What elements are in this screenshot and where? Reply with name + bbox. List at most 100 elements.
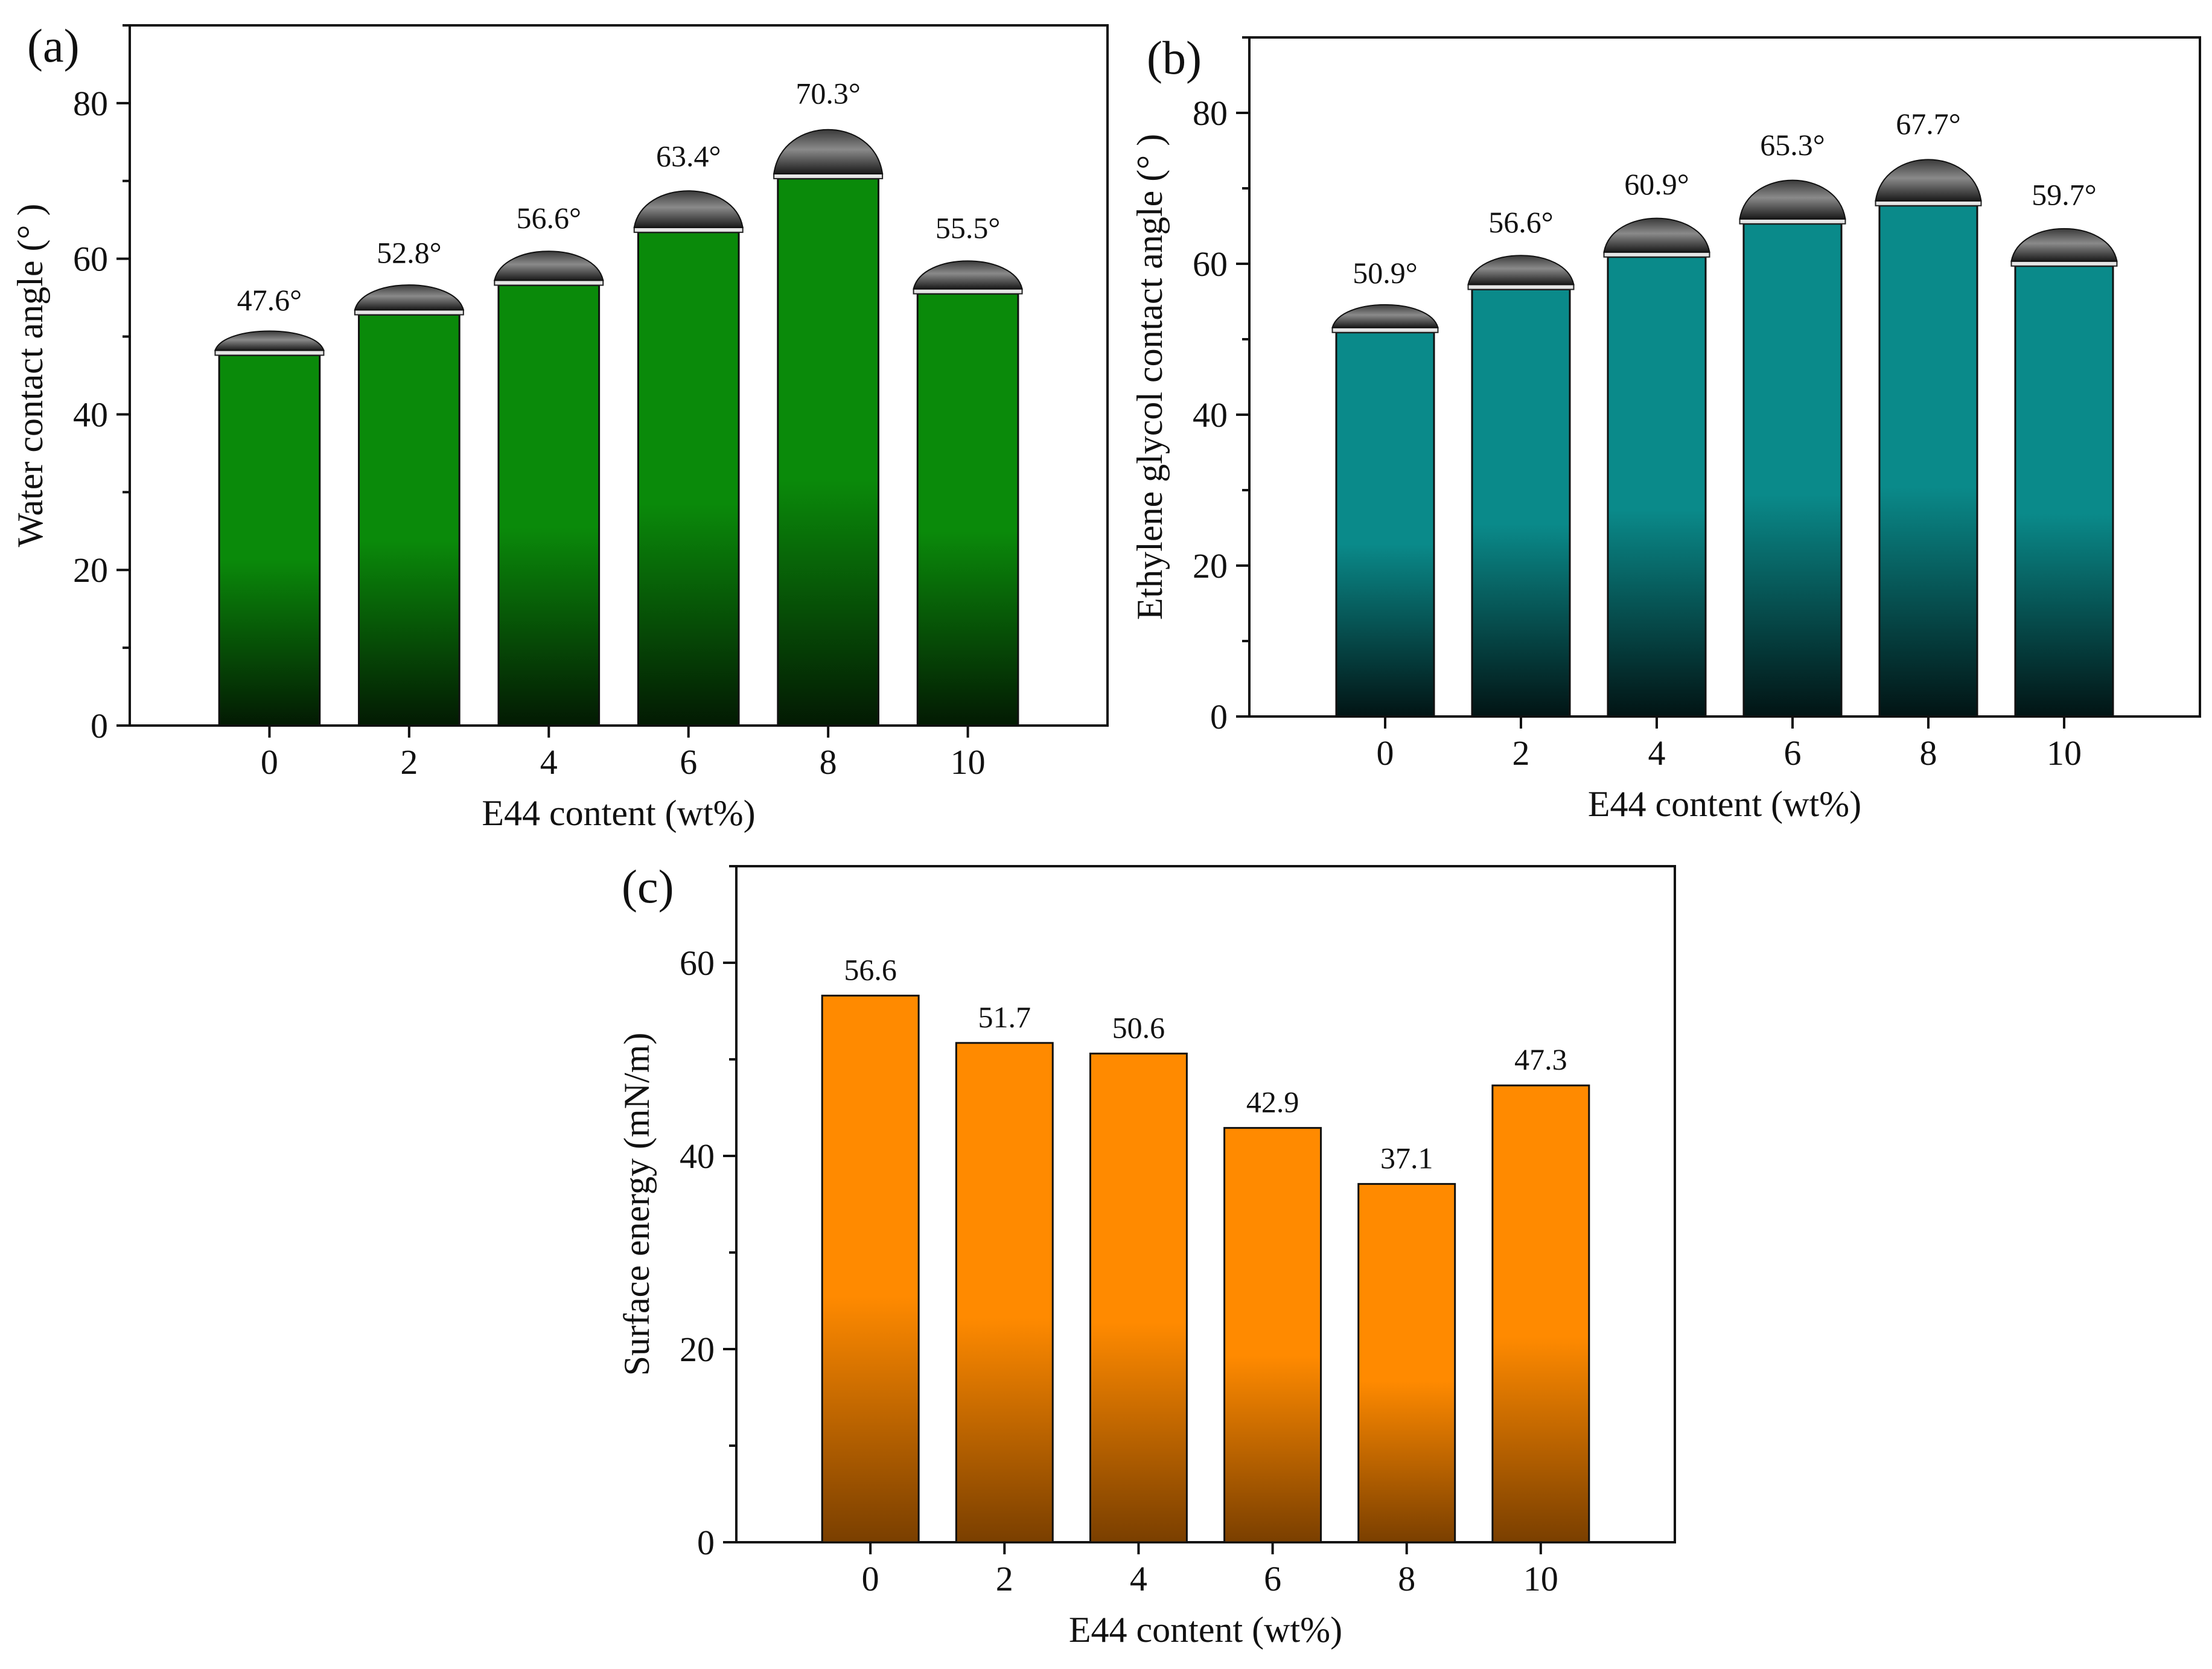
bar	[637, 231, 740, 727]
data-label: 60.9°	[1624, 167, 1689, 201]
bar	[916, 293, 1019, 727]
droplet-image	[1467, 255, 1575, 286]
y-axis-ticks: 0 20 40 60 80	[1193, 36, 1249, 736]
droplet-image	[633, 190, 744, 228]
bar	[497, 284, 601, 727]
bar	[358, 313, 461, 727]
y-tick-label: 20	[680, 1330, 715, 1369]
panel-label: (b)	[1147, 31, 1202, 84]
droplet-image	[773, 129, 884, 174]
x-tick-label: 4	[540, 742, 558, 782]
data-label: 65.3°	[1760, 128, 1825, 162]
plot-frame	[1248, 36, 2201, 718]
droplet-image	[2010, 228, 2118, 262]
y-tick-label: 40	[1193, 395, 1228, 435]
substrate-line	[1875, 200, 1982, 206]
data-label: 59.7°	[2032, 177, 2097, 211]
x-tick-label: 6	[1784, 733, 1802, 773]
data-label: 50.9°	[1353, 256, 1418, 290]
droplet-image	[1739, 179, 1846, 220]
bars: 0 50.9° 2 56.6° 4 60.9° 6 65.3° 8 67.7° 10 59.7°	[1331, 107, 2118, 773]
x-axis-title: E44 content (wt%)	[482, 793, 755, 833]
data-label: 70.3°	[795, 76, 861, 110]
panel-b: (b) E44 content (wt%) Ethylene glycol co…	[1130, 31, 2201, 824]
substrate-line	[214, 349, 325, 356]
data-label: 56.6°	[517, 201, 582, 235]
panel-a: (a) E44 content (wt%) Water contact angl…	[10, 19, 1109, 833]
plot-frame	[129, 24, 1109, 727]
x-tick-label: 8	[1920, 733, 1937, 773]
data-label: 67.7°	[1896, 107, 1961, 141]
x-tick-label: 10	[1523, 1559, 1558, 1598]
substrate-line	[354, 309, 464, 316]
y-tick-label: 60	[680, 943, 715, 983]
x-tick-label: 2	[1512, 733, 1530, 773]
bar	[1878, 205, 1978, 718]
x-tick-label: 6	[680, 742, 697, 782]
droplet-image	[1603, 217, 1710, 253]
data-label: 51.7	[978, 1000, 1031, 1034]
droplet-image	[494, 251, 604, 281]
data-label: 47.3	[1514, 1042, 1567, 1076]
y-tick-label: 60	[73, 240, 108, 279]
x-tick-label: 10	[2047, 733, 2082, 773]
x-tick-label: 2	[400, 742, 418, 782]
plot-frame	[735, 865, 1676, 1543]
x-tick-label: 2	[996, 1559, 1013, 1598]
substrate-line	[1603, 251, 1710, 258]
y-axis-title: Ethylene glycol contact angle (° )	[1130, 134, 1170, 620]
substrate-line	[494, 279, 604, 286]
data-label: 56.6	[844, 953, 897, 986]
bar	[1357, 1182, 1456, 1543]
droplet-image	[1331, 304, 1439, 328]
data-label: 42.9	[1246, 1085, 1299, 1119]
y-tick-label: 80	[1193, 94, 1228, 133]
bar	[777, 177, 879, 727]
y-tick-label: 80	[73, 84, 108, 123]
panel-c: (c) E44 content (wt%) Surface energy (mN…	[617, 860, 1676, 1650]
data-label: 55.5°	[935, 211, 1001, 245]
substrate-line	[1467, 284, 1575, 290]
bar	[1223, 1127, 1322, 1543]
bars: 0 56.6 2 51.7 4 50.6 6 42.9 8 37.1 10 47.3	[821, 953, 1590, 1598]
data-label: 37.1	[1380, 1141, 1433, 1175]
substrate-line	[2010, 260, 2118, 267]
y-tick-label: 20	[1193, 546, 1228, 586]
y-tick-label: 60	[1193, 244, 1228, 284]
x-tick-label: 0	[1377, 733, 1394, 773]
panel-label: (a)	[27, 19, 80, 72]
substrate-line	[1739, 218, 1846, 225]
y-axis-title: Surface energy (mN/m)	[617, 1033, 657, 1376]
substrate-line	[1331, 327, 1439, 333]
x-tick-label: 8	[1398, 1559, 1415, 1598]
data-label: 50.6	[1112, 1010, 1165, 1044]
data-label: 52.8°	[377, 235, 442, 269]
bar	[1471, 289, 1571, 718]
bar	[2014, 265, 2114, 718]
y-axis-ticks: 0 20 40 60	[680, 865, 736, 1562]
droplet-image	[354, 284, 465, 311]
bar	[218, 354, 321, 727]
bar	[821, 994, 920, 1543]
data-label: 47.6°	[237, 283, 302, 317]
y-tick-label: 40	[73, 395, 108, 434]
x-tick-label: 4	[1130, 1559, 1147, 1598]
droplet-image	[1875, 159, 1982, 202]
panel-label: (c)	[622, 860, 674, 913]
x-tick-label: 8	[820, 742, 837, 782]
y-axis-title: Water contact angle (° )	[10, 204, 50, 547]
y-tick-label: 0	[697, 1523, 715, 1562]
y-tick-label: 20	[73, 550, 108, 590]
data-label: 56.6°	[1488, 205, 1554, 239]
y-tick-label: 40	[680, 1137, 715, 1176]
y-tick-label: 0	[91, 706, 108, 745]
data-label: 63.4°	[656, 139, 721, 173]
bar	[955, 1042, 1054, 1543]
bars: 0 47.6° 2 52.8° 4 56.6° 6 63.4° 8 70.3° 10 55.5°	[214, 76, 1023, 782]
bar	[1607, 256, 1707, 718]
x-tick-label: 6	[1264, 1559, 1281, 1598]
droplet-image	[913, 260, 1023, 290]
x-tick-label: 10	[951, 742, 986, 782]
substrate-line	[773, 173, 884, 179]
